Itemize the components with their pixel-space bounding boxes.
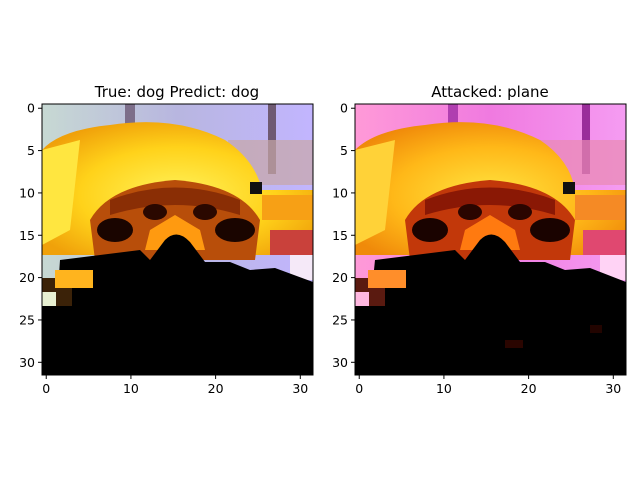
y-tick-label-attacked-20: 20 bbox=[332, 270, 348, 285]
y-tick-label-original-0: 0 bbox=[27, 101, 35, 116]
panel-attacked: Attacked: plane bbox=[332, 83, 627, 396]
panel-title-original: True: dog Predict: dog bbox=[94, 83, 259, 101]
y-tick-label-original-25: 25 bbox=[19, 312, 35, 327]
y-tick-label-original-5: 5 bbox=[27, 143, 35, 158]
y-tick-label-original-30: 30 bbox=[19, 355, 35, 370]
x-tick-label-attacked-20: 20 bbox=[521, 381, 537, 396]
image-original bbox=[42, 104, 313, 375]
ticks-original: 0 10 20 30 0 5 10 15 20 25 30 bbox=[19, 101, 308, 396]
y-tick-label-attacked-10: 10 bbox=[332, 185, 348, 200]
y-tick-label-original-20: 20 bbox=[19, 270, 35, 285]
x-tick-label-original-0: 0 bbox=[42, 381, 50, 396]
image-attacked bbox=[355, 104, 626, 375]
y-tick-label-original-10: 10 bbox=[19, 185, 35, 200]
y-tick-label-attacked-0: 0 bbox=[340, 101, 348, 116]
x-tick-label-attacked-0: 0 bbox=[355, 381, 363, 396]
axes-frame-original bbox=[41, 103, 314, 376]
y-tick-label-attacked-30: 30 bbox=[332, 355, 348, 370]
panel-title-attacked: Attacked: plane bbox=[431, 83, 549, 101]
x-tick-label-attacked-30: 30 bbox=[605, 381, 621, 396]
x-tick-label-original-20: 20 bbox=[208, 381, 224, 396]
y-tick-label-attacked-25: 25 bbox=[332, 312, 348, 327]
axes-frame-attacked bbox=[354, 103, 627, 376]
y-tick-label-attacked-5: 5 bbox=[340, 143, 348, 158]
panel-original: True: dog Predict: dog bbox=[19, 83, 314, 396]
x-tick-label-original-30: 30 bbox=[292, 381, 308, 396]
x-tick-label-original-10: 10 bbox=[123, 381, 139, 396]
ticks-attacked: 0 10 20 30 0 5 10 15 20 25 30 bbox=[332, 101, 621, 396]
x-tick-label-attacked-10: 10 bbox=[436, 381, 452, 396]
y-tick-label-attacked-15: 15 bbox=[332, 228, 348, 243]
y-tick-label-original-15: 15 bbox=[19, 228, 35, 243]
